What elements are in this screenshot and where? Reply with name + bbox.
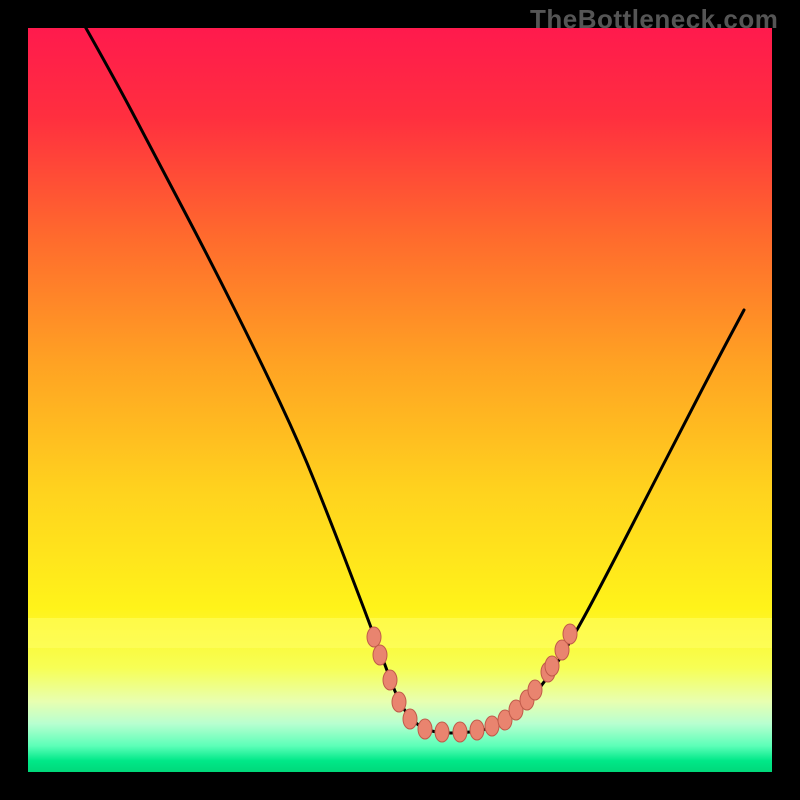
curve-marker xyxy=(418,719,432,739)
curve-marker xyxy=(528,680,542,700)
curve-marker xyxy=(435,722,449,742)
curve-marker xyxy=(367,627,381,647)
curve-marker xyxy=(392,692,406,712)
curve-marker xyxy=(403,709,417,729)
gradient-bg xyxy=(28,28,772,772)
yellow-highlight-bar xyxy=(28,618,772,648)
curve-marker xyxy=(485,716,499,736)
curve-marker xyxy=(563,624,577,644)
curve-marker xyxy=(383,670,397,690)
curve-marker xyxy=(470,720,484,740)
curve-marker xyxy=(373,645,387,665)
curve-marker xyxy=(545,656,559,676)
bottleneck-chart xyxy=(0,0,800,800)
watermark-text: TheBottleneck.com xyxy=(530,4,778,35)
chart-frame: TheBottleneck.com xyxy=(0,0,800,800)
curve-marker xyxy=(453,722,467,742)
